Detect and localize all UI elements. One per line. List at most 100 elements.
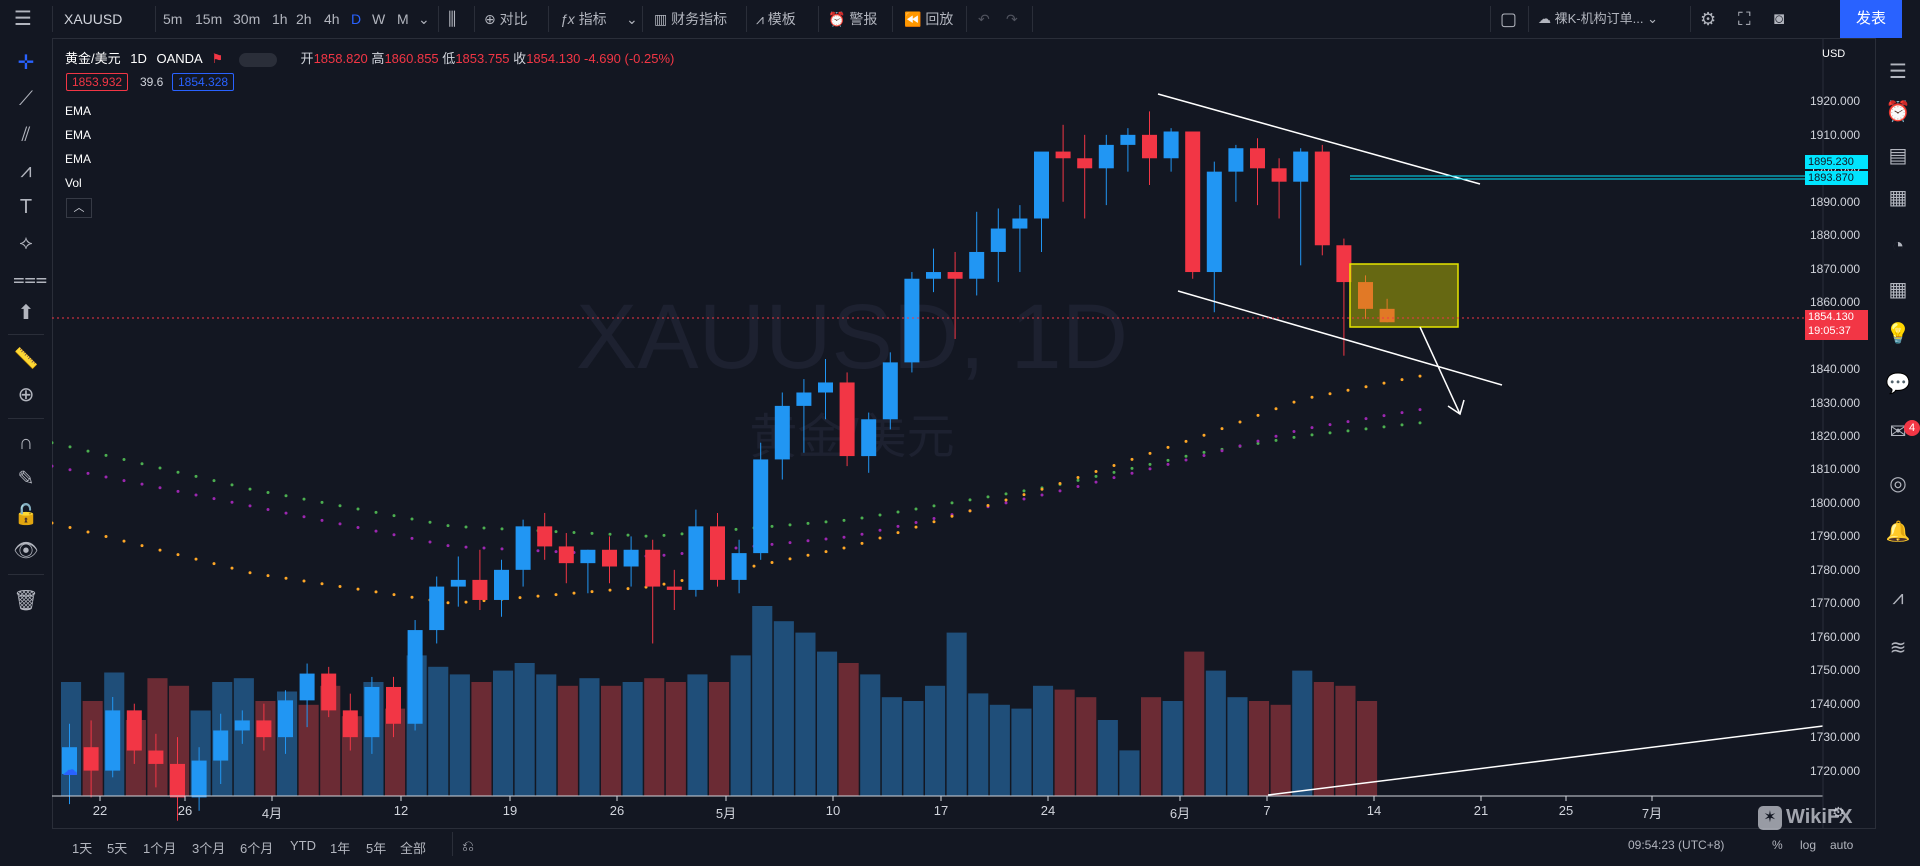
channel-lower-line[interactable] [1177,290,1503,386]
messages-icon[interactable]: ✉ [1889,421,1907,443]
expand-icon[interactable]: ⛶ [1738,9,1751,29]
layout-menu-button[interactable]: ☁ 裸K-机构订单... ⌄ [1538,11,1658,26]
ema-dot [194,493,198,497]
auto-toggle[interactable]: auto [1830,838,1854,852]
range-button[interactable]: 全部 [400,841,427,856]
ema-dot [968,509,972,513]
ask-price-button[interactable]: 1854.328 [172,73,235,91]
fullscreen-toggle-icon[interactable]: ▢ [1500,9,1518,29]
ema-dot [1166,445,1170,449]
indicator-ema-2[interactable]: EMA [65,128,92,142]
financial-indicators-button[interactable]: ▥ 财务指标 [654,0,727,38]
publish-button[interactable]: 发表 [1840,0,1902,38]
symbol-search-button[interactable]: XAUUSD [64,11,123,27]
crosshair-icon[interactable]: ✛ [17,52,35,74]
indicators-dropdown-icon[interactable]: ⌄ [626,11,638,27]
alarm-clock-icon[interactable]: ⏰ [1885,101,1911,123]
layers-icon[interactable]: ≋ [1889,637,1907,659]
trend-line[interactable] [1267,725,1824,796]
log-toggle[interactable]: log [1800,838,1817,852]
range-button[interactable]: 3个月 [192,841,226,856]
range-button[interactable]: 1年 [330,841,351,856]
timeframe-15m[interactable]: 15m [195,11,223,27]
market-status-toggle[interactable] [238,52,277,67]
settings-gear-icon[interactable]: ⚙ [1700,9,1717,29]
clock-display[interactable]: 09:54:23 (UTC+8) [1628,838,1725,852]
fib-tool-icon[interactable]: ⫽ [21,124,31,146]
alert-button[interactable]: ⏰ 警报 [828,0,877,38]
range-button[interactable]: 5天 [107,841,128,856]
camera-icon[interactable]: ◙ [1774,9,1785,28]
template-button[interactable]: ⩘ 模板 [756,0,796,38]
timeframe-1h[interactable]: 1h [272,11,288,27]
eye-icon[interactable]: 👁 [13,540,39,562]
bell-icon[interactable]: 🔔 [1885,521,1911,543]
ema-dot [896,524,900,528]
indicator-ema-3[interactable]: EMA [65,152,92,166]
ema-dot [1022,493,1026,497]
timeframe-5m[interactable]: 5m [163,11,183,27]
timeframe-30m[interactable]: 30m [233,11,261,27]
redo-icon[interactable]: ↷ [1006,11,1018,27]
axis-settings-gear-icon[interactable]: ⚙ [1832,804,1845,820]
range-button[interactable]: 6个月 [240,841,274,856]
magnet-icon[interactable]: ∩ [18,432,34,454]
percent-toggle[interactable]: % [1772,838,1783,852]
trading-panel-icon[interactable]: ⩘ [1892,587,1904,609]
collapse-legend-icon[interactable]: ︿ [66,198,92,218]
ruler-icon[interactable]: 📏 [13,348,39,370]
timeframe-4h[interactable]: 4h [324,11,340,27]
calendar-list-icon[interactable]: ▦ [1888,187,1908,209]
range-button[interactable]: 1天 [72,841,93,856]
timeframe-d[interactable]: D [351,11,362,27]
timeframe-m[interactable]: M [397,11,409,27]
bid-price-button[interactable]: 1853.932 [66,73,129,91]
calendar-icon[interactable]: ▦ [1888,279,1908,301]
timeframe-dropdown-icon[interactable]: ⌄ [418,11,430,27]
zoom-in-icon[interactable]: ⊕ [17,384,35,406]
watchlist-icon[interactable]: ☰ [1889,61,1907,83]
indicator-vol[interactable]: Vol [65,176,82,190]
ema-dot [410,595,414,599]
range-button[interactable]: 5年 [366,841,387,856]
compare-button[interactable]: ⊕ 对比 [484,0,528,38]
replay-button[interactable]: ⏪ 回放 [904,0,953,38]
trend-line-icon[interactable]: ⟋ [19,88,33,110]
streams-icon[interactable]: ◎ [1889,473,1907,495]
legend-title[interactable]: 黄金/美元 [65,51,121,66]
channel-upper-line[interactable] [1157,93,1481,185]
ema-dot [536,549,540,553]
text-tool-icon[interactable]: T [19,196,33,218]
divider [452,832,453,856]
menu-icon[interactable]: ☰ [14,8,32,30]
indicator-ema-1[interactable]: EMA [65,104,92,118]
goto-date-icon[interactable]: ⎌ [462,838,475,855]
candle-style-icon[interactable]: ⫼ [448,9,457,29]
tradingview-logo-icon[interactable]: ☁ [62,762,78,779]
trash-icon[interactable]: 🗑 [13,590,39,612]
timeframe-2h[interactable]: 2h [296,11,312,27]
lock-icon[interactable]: 🔓 [13,504,39,526]
projection-arrow[interactable] [1419,326,1461,415]
chat-icon[interactable]: 💬 [1885,373,1911,395]
currency-label[interactable]: USD [1822,48,1846,60]
arrow-up-icon[interactable]: ⬆ [17,302,35,324]
price-chart[interactable]: XAUUSD, 1D 黄金/美元 [52,38,1876,828]
ema-dot [1220,427,1224,431]
node-tool-icon[interactable]: ⟡ [19,232,33,254]
range-button[interactable]: YTD [290,838,316,853]
undo-icon[interactable]: ↶ [978,11,990,27]
hotlist-icon[interactable]: ◔ [1891,235,1905,257]
ema-dot [1004,492,1008,496]
timeframe-w[interactable]: W [372,11,386,27]
highlight-box[interactable] [1349,263,1459,328]
flag-icon[interactable]: ⚑ [211,51,224,66]
measure-tool-icon[interactable]: ⩶ [13,268,48,290]
indicators-button[interactable]: ƒx 指标 [560,0,607,38]
pattern-tool-icon[interactable]: ⩘ [20,160,32,182]
news-icon[interactable]: ▤ [1888,145,1908,167]
ema-dot [320,500,324,504]
range-button[interactable]: 1个月 [143,841,177,856]
ideas-bulb-icon[interactable]: 💡 [1885,323,1911,345]
pencil-lock-icon[interactable]: ✎ [17,468,35,490]
